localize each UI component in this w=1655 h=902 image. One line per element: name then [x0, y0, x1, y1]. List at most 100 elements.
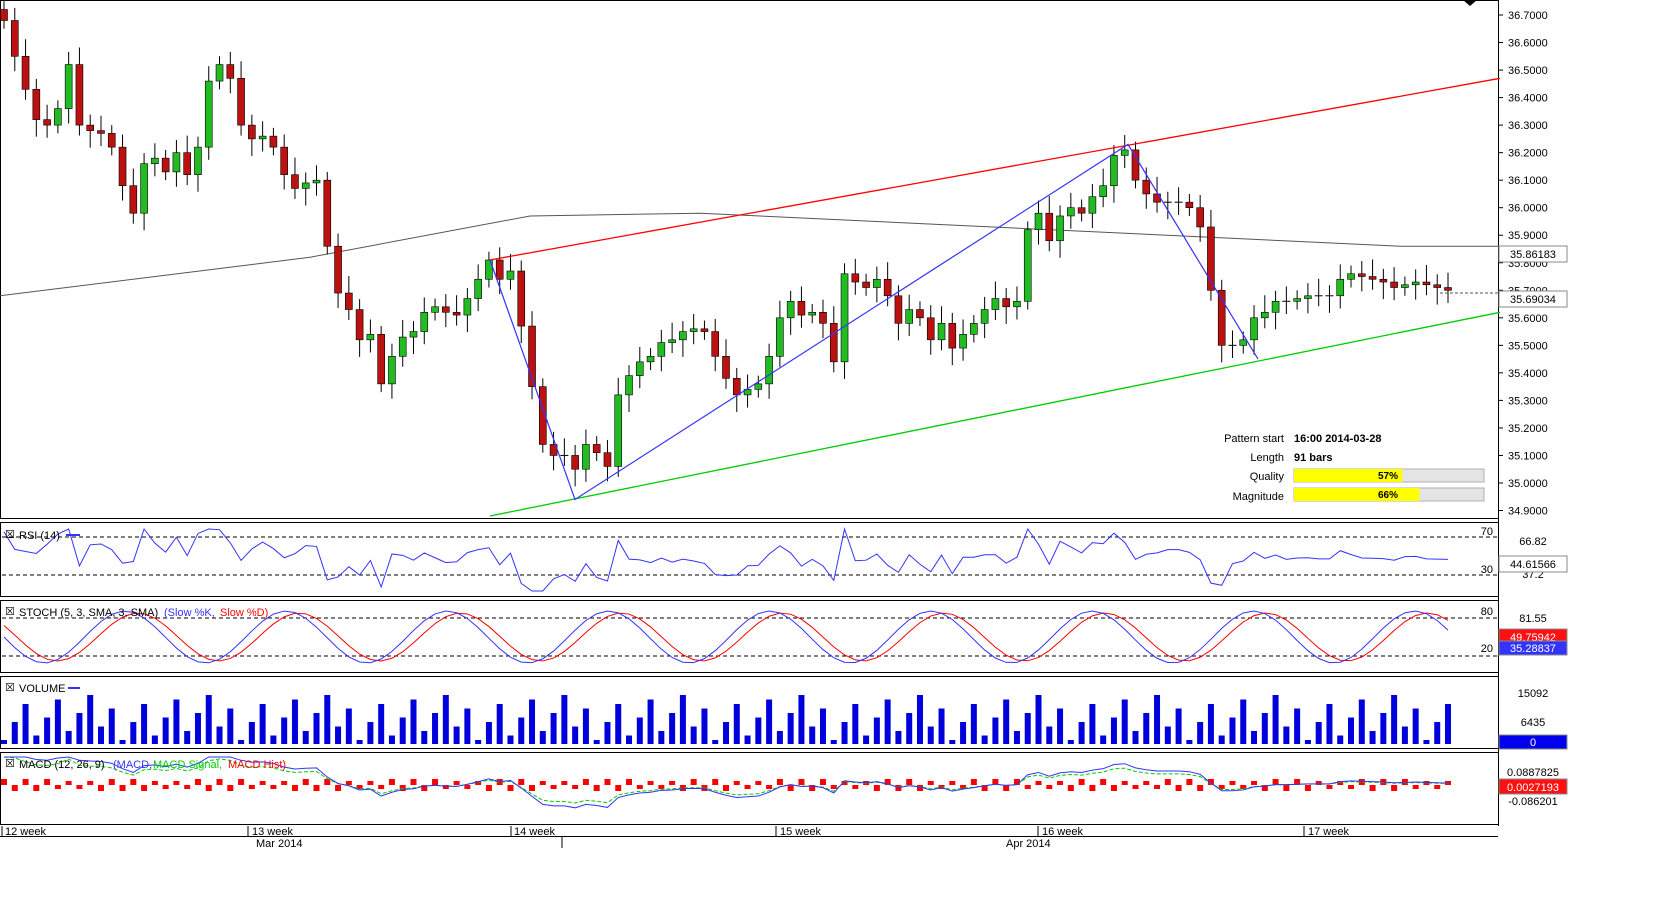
volume-bar: [863, 735, 870, 744]
volume-bar: [432, 713, 439, 744]
macd-hist-bar: [453, 781, 460, 785]
macd-hist-bar: [1164, 779, 1171, 785]
volume-bar: [1272, 695, 1279, 744]
volume-bar: [248, 722, 255, 744]
volume-bar: [830, 740, 837, 744]
macd-hist-bar: [518, 779, 525, 785]
volume-bar: [442, 695, 449, 744]
candle-body: [840, 273, 849, 363]
candle-body: [1153, 193, 1161, 203]
volume-bar: [162, 717, 169, 744]
candle-body: [948, 323, 957, 349]
volume-bar: [1261, 713, 1268, 744]
volume-bar: [1218, 735, 1225, 744]
candle-body: [442, 306, 450, 313]
candle-body: [291, 174, 299, 189]
support-line: [489, 311, 1501, 517]
macd-hist-bar: [1, 779, 7, 785]
macd-hist-bar: [184, 785, 191, 789]
macd-close-icon[interactable]: ☒: [5, 758, 15, 770]
volume-bar: [744, 735, 751, 744]
candle-body: [388, 356, 396, 385]
volume-bar: [895, 731, 902, 744]
sma-value-label: 35.86183: [1510, 249, 1556, 261]
candle-body: [571, 455, 579, 470]
volume-bar: [11, 722, 18, 744]
candle-body: [1023, 229, 1032, 302]
macd-hist-bar: [248, 785, 255, 789]
volume-bar: [399, 717, 406, 744]
volume-tick-high: 15092: [1518, 688, 1549, 700]
candle-body: [1250, 317, 1258, 341]
macd-hist-bar: [356, 785, 363, 789]
candle-body: [1013, 300, 1021, 308]
candle-body: [64, 64, 73, 109]
volume-close-icon[interactable]: ☒: [5, 682, 15, 694]
volume-bar: [410, 699, 417, 744]
volume-bar: [173, 699, 180, 744]
scroll-marker-icon[interactable]: [1463, 0, 1477, 6]
volume-bar: [475, 740, 482, 744]
rsi-value-box: [1498, 555, 1568, 573]
candle-body: [495, 259, 504, 280]
candle-body: [528, 325, 536, 387]
rsi-title: RSI (14): [19, 530, 60, 542]
candle-body: [43, 119, 51, 126]
macd-hist-bar: [313, 785, 320, 791]
macd-hist-bar: [626, 779, 633, 785]
volume-bar: [809, 726, 816, 744]
macd-hist-bar: [22, 779, 29, 785]
candle-body: [1401, 284, 1409, 288]
stoch-level-80: 80: [1481, 606, 1493, 618]
volume-bar: [1391, 695, 1398, 744]
candle-body: [646, 356, 655, 363]
stoch-close-icon[interactable]: ☒: [5, 606, 15, 618]
candle-body: [819, 312, 827, 324]
macd-hist-bar: [615, 785, 622, 791]
macd-hist-bar: [582, 779, 589, 785]
candle-body: [377, 334, 385, 385]
candle-body: [32, 89, 41, 120]
macd-hist-bar: [442, 785, 449, 789]
volume-bar: [22, 704, 29, 744]
volume-bar: [819, 708, 826, 744]
volume-bar: [582, 708, 589, 744]
candle-body: [539, 386, 547, 445]
volume-bar: [388, 735, 395, 744]
rsi-close-icon[interactable]: ☒: [5, 529, 15, 541]
macd-hist-bar: [335, 785, 342, 791]
macd-hist-bar: [1110, 785, 1117, 791]
candle-body: [301, 182, 310, 189]
macd-hist-bar: [992, 779, 999, 785]
macd-hist-bar: [119, 785, 126, 791]
candle-body: [420, 312, 429, 332]
volume-bar: [723, 722, 729, 744]
rsi-layer: [2, 527, 1498, 592]
stoch-k-legend: (Slow %K,: [164, 607, 215, 619]
volume-bar: [1315, 722, 1322, 744]
macd-hist-bar: [1100, 779, 1107, 785]
candle-body: [183, 152, 191, 175]
macd-hist-bar: [1423, 781, 1430, 785]
candle-body: [312, 179, 321, 184]
volume-bar: [658, 731, 665, 744]
macd-hist-bar: [302, 779, 309, 785]
macd-hist-bar: [1003, 785, 1010, 791]
pattern-start-label: Pattern start: [1224, 433, 1284, 445]
volume-bar: [1024, 713, 1031, 744]
macd-legend: (MACD,: [113, 759, 152, 771]
volume-bar: [194, 713, 201, 744]
stoch-level-20: 20: [1481, 643, 1493, 655]
volume-bar: [453, 726, 460, 744]
volume-bar: [1401, 726, 1408, 744]
volume-bar: [1294, 708, 1301, 744]
price-tick-label: 36.7000: [1508, 10, 1548, 22]
candle-body: [506, 270, 515, 280]
macd-hist-bar: [873, 785, 880, 791]
candle-body: [161, 157, 170, 173]
price-tick-label: 35.3000: [1508, 395, 1548, 407]
macd-hist-bar: [658, 785, 665, 789]
stoch-title: STOCH (5, 3, SMA, 3, SMA): [19, 607, 158, 619]
macd-value-label: 0.0027193: [1507, 782, 1559, 794]
